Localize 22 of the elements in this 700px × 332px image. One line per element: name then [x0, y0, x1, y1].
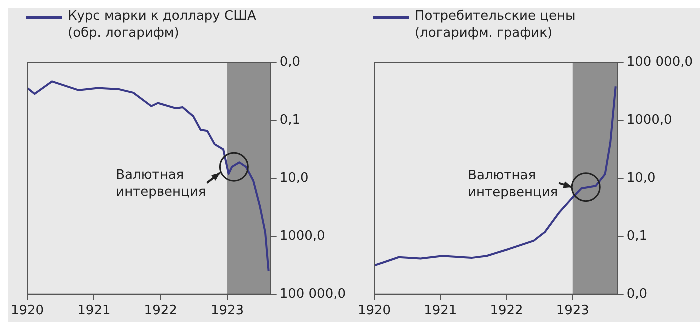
annotation: Валютная интервенция — [468, 168, 558, 200]
x-tick-label: 1923 — [210, 304, 244, 319]
y-tick-label: 1000,0 — [626, 113, 672, 128]
y-tick-label: 100 000,0 — [626, 55, 694, 70]
x-tick-label: 1920 — [10, 304, 44, 319]
x-tick-label: 1920 — [358, 304, 392, 319]
y-tick-label: 0,0 — [626, 286, 648, 302]
x-tick-label: 1921 — [424, 304, 458, 319]
y-tick-label: 100 000,0 — [280, 286, 346, 302]
annotation: Валютная интервенция — [116, 168, 206, 200]
y-tick-label: 10,0 — [626, 170, 656, 186]
legend-label: Потребительские цены (логарифм. график) — [415, 8, 577, 42]
legend-label: Курс марки к доллару США (обр. логарифм) — [68, 8, 258, 42]
y-tick-label: 10,0 — [280, 170, 309, 186]
x-tick-label: 1923 — [556, 304, 590, 319]
y-tick-label: 1000,0 — [280, 228, 326, 244]
x-tick-label: 1922 — [490, 304, 524, 319]
y-tick-label: 0,1 — [280, 113, 301, 128]
y-tick-label: 0,1 — [626, 228, 648, 244]
y-tick-label: 0,0 — [280, 55, 301, 70]
x-tick-label: 1921 — [78, 304, 111, 319]
x-tick-label: 1922 — [144, 304, 178, 319]
